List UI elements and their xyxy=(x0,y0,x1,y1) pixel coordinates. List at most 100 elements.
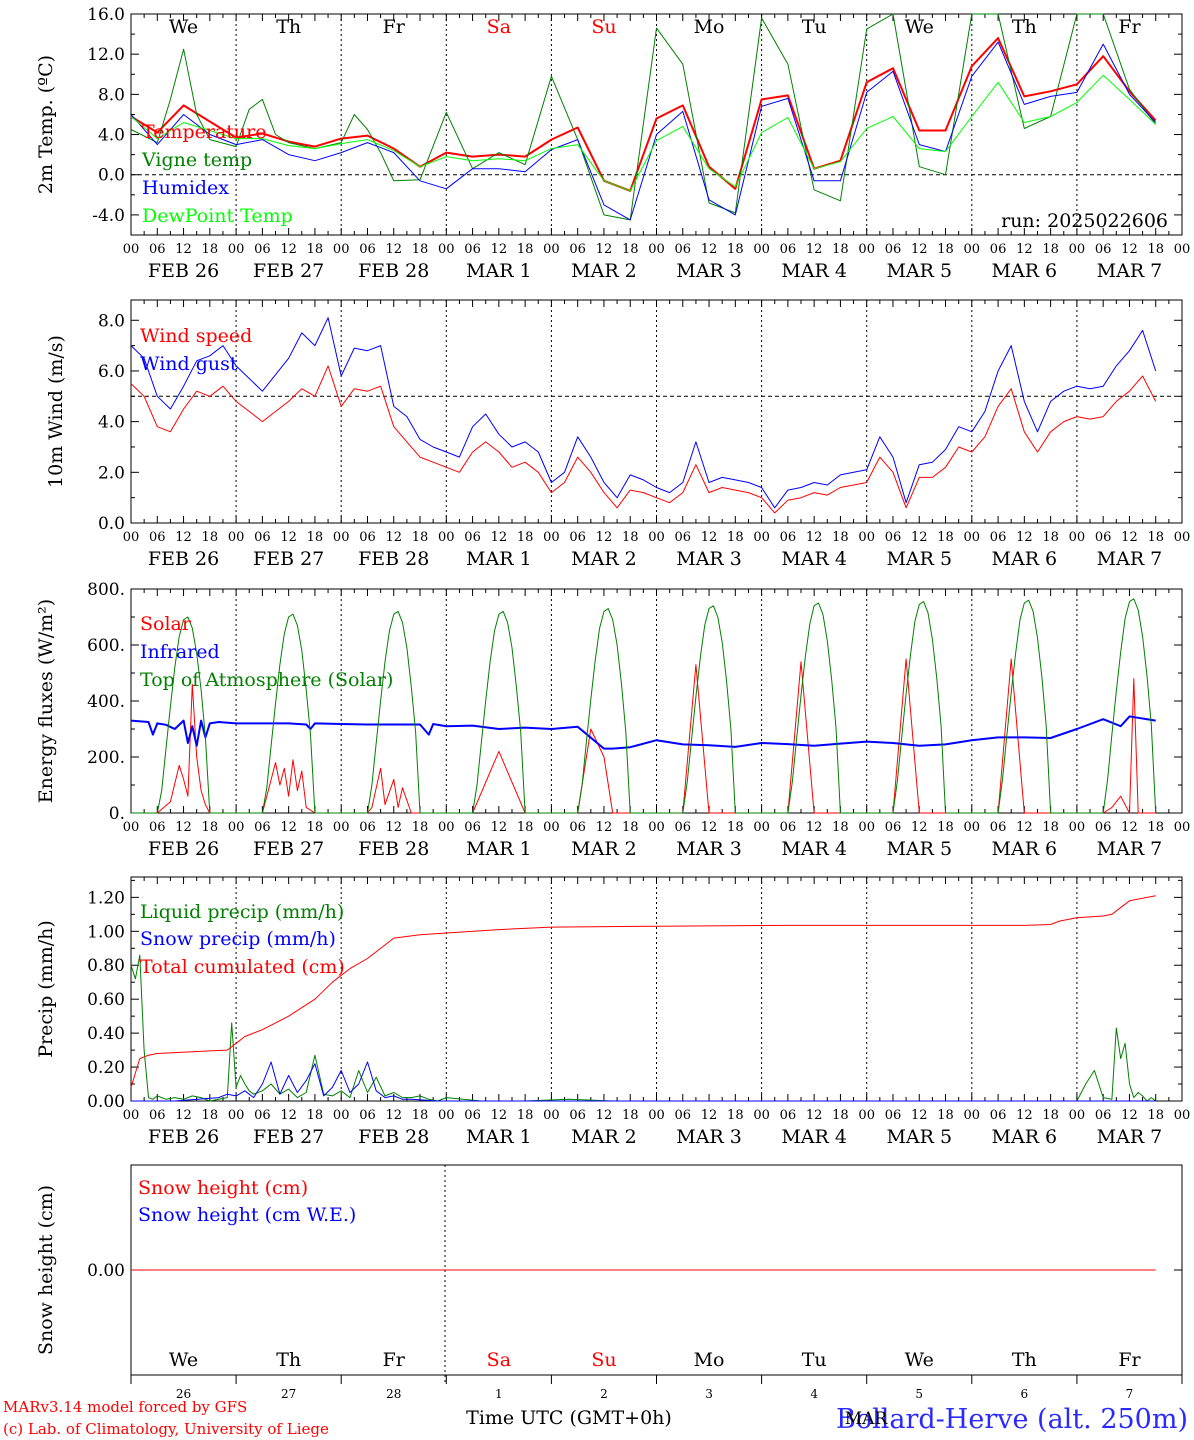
hour-tick-label: 06 xyxy=(464,530,481,545)
date-label: FEB 28 xyxy=(358,1126,429,1148)
hour-tick-label: 18 xyxy=(412,1108,429,1123)
hour-tick-label: 00 xyxy=(543,242,560,257)
y-tick-label: 6.0 xyxy=(98,362,125,382)
date-label: MAR 2 xyxy=(571,548,637,570)
y-tick-label: 800. xyxy=(87,580,125,600)
hour-tick-label: 12 xyxy=(280,530,297,545)
hour-tick-label: 00 xyxy=(858,530,875,545)
y-axis-label: Energy fluxes (W/m²) xyxy=(35,599,57,803)
date-label: FEB 26 xyxy=(148,838,219,860)
day-name-label: Tu xyxy=(802,16,827,38)
hour-tick-label: 18 xyxy=(937,242,954,257)
station-name: Bollard-Herve (alt. 250m) xyxy=(836,1404,1188,1435)
hour-tick-label: 18 xyxy=(202,820,219,835)
hour-tick-label: 06 xyxy=(780,820,797,835)
hour-tick-label: 00 xyxy=(964,1108,981,1123)
hour-tick-label: 00 xyxy=(1069,530,1086,545)
y-tick-label: 0.60 xyxy=(87,990,125,1010)
date-label: MAR 6 xyxy=(992,1126,1058,1148)
hour-tick-label: 00 xyxy=(438,530,455,545)
hour-tick-label: 12 xyxy=(911,242,928,257)
hour-tick-label: 06 xyxy=(359,242,376,257)
x-axis-label: Time UTC (GMT+0h) xyxy=(466,1407,672,1429)
hour-tick-label: 12 xyxy=(701,530,718,545)
hour-tick-label: 06 xyxy=(149,530,166,545)
hour-tick-label: 18 xyxy=(622,1108,639,1123)
hour-tick-label: 18 xyxy=(937,1108,954,1123)
hour-tick-label: 12 xyxy=(385,820,402,835)
hour-tick-label: 12 xyxy=(806,820,823,835)
y-axis-label: Snow height (cm) xyxy=(35,1185,57,1355)
hour-tick-label: 06 xyxy=(464,820,481,835)
hour-tick-label: 00 xyxy=(333,1108,350,1123)
legend-entry: Top of Atmosphere (Solar) xyxy=(140,669,393,691)
series-line-snow-precip-mm-h xyxy=(131,1061,1156,1102)
hour-tick-label: 06 xyxy=(675,820,692,835)
date-label: FEB 28 xyxy=(358,548,429,570)
y-tick-label: 12.0 xyxy=(87,45,125,65)
hour-tick-label: 12 xyxy=(1016,530,1033,545)
date-label: MAR 2 xyxy=(571,260,637,282)
date-label: MAR 5 xyxy=(886,1126,952,1148)
hour-tick-label: 00 xyxy=(858,242,875,257)
hour-tick-label: 06 xyxy=(149,242,166,257)
hour-tick-label: 06 xyxy=(464,1108,481,1123)
day-number-label: 4 xyxy=(810,1387,818,1401)
hour-tick-label: 00 xyxy=(648,530,665,545)
hour-tick-label: 18 xyxy=(412,242,429,257)
month-label: MAR xyxy=(845,1409,889,1429)
hour-tick-label: 18 xyxy=(832,242,849,257)
day-name-label: We xyxy=(905,16,934,38)
hour-tick-label: 00 xyxy=(753,242,770,257)
hour-tick-label: 18 xyxy=(307,820,324,835)
hour-tick-label: 00 xyxy=(1174,530,1191,545)
hour-tick-label: 18 xyxy=(517,242,534,257)
y-tick-label: 8.0 xyxy=(98,85,125,105)
day-number-label: 6 xyxy=(1021,1387,1029,1401)
date-label: MAR 3 xyxy=(676,838,742,860)
hour-tick-label: 00 xyxy=(123,242,140,257)
hour-tick-label: 18 xyxy=(202,1108,219,1123)
date-label: MAR 1 xyxy=(466,1126,532,1148)
day-name-label: Th xyxy=(276,16,301,38)
hour-tick-label: 06 xyxy=(780,1108,797,1123)
hour-tick-label: 00 xyxy=(333,820,350,835)
hour-tick-label: 12 xyxy=(806,1108,823,1123)
y-tick-label: 0.0 xyxy=(98,166,125,186)
series-line-temperature xyxy=(130,37,1157,192)
y-tick-label: 0.00 xyxy=(87,1261,125,1281)
date-label: MAR 6 xyxy=(992,260,1058,282)
date-label: MAR 4 xyxy=(781,838,847,860)
date-label: FEB 27 xyxy=(253,260,324,282)
hour-tick-label: 06 xyxy=(359,820,376,835)
date-label: FEB 28 xyxy=(358,260,429,282)
legend-entry: Infrared xyxy=(140,641,220,663)
hour-tick-label: 00 xyxy=(1069,242,1086,257)
date-label: MAR 3 xyxy=(676,260,742,282)
day-name-label: Sa xyxy=(487,1349,511,1371)
hour-tick-label: 00 xyxy=(1174,1108,1191,1123)
hour-tick-label: 18 xyxy=(412,530,429,545)
hour-tick-label: 06 xyxy=(254,820,271,835)
series-line-top-of-atmosphere-solar xyxy=(131,598,1157,814)
date-label: MAR 1 xyxy=(466,548,532,570)
y-axis-label: 2m Temp. (ºC) xyxy=(35,55,57,194)
date-label: MAR 2 xyxy=(571,838,637,860)
panel-3 xyxy=(130,588,1183,814)
day-name-label: Fr xyxy=(1118,1349,1141,1371)
day-name-label: We xyxy=(169,16,198,38)
hour-tick-label: 06 xyxy=(780,530,797,545)
hour-tick-label: 06 xyxy=(254,242,271,257)
hour-tick-label: 18 xyxy=(937,530,954,545)
hour-tick-label: 00 xyxy=(753,820,770,835)
series-line-liquid-precip-mm-h xyxy=(130,954,1157,1102)
hour-tick-label: 12 xyxy=(596,530,613,545)
hour-tick-label: 12 xyxy=(1121,530,1138,545)
run-label: run: 2025022606 xyxy=(1001,210,1168,232)
hour-tick-label: 00 xyxy=(438,1108,455,1123)
hour-tick-label: 00 xyxy=(228,1108,245,1123)
series-line-humidex xyxy=(130,41,1157,221)
hour-tick-label: 00 xyxy=(858,1108,875,1123)
hour-tick-label: 00 xyxy=(964,242,981,257)
hour-tick-label: 12 xyxy=(280,242,297,257)
